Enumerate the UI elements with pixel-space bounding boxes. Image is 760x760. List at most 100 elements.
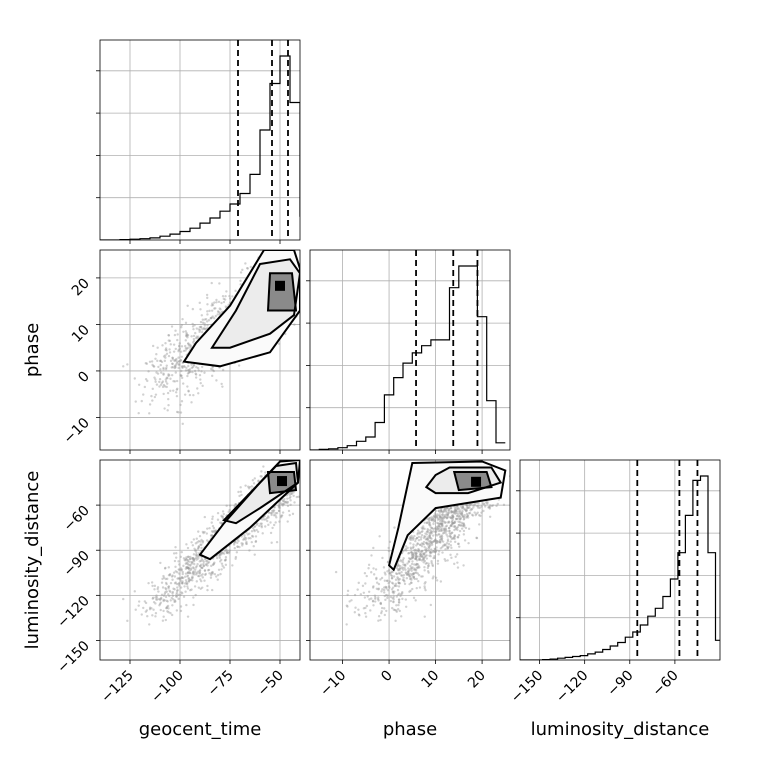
scatter-point [449,511,453,514]
scatter-point [218,282,221,285]
scatter-point [225,290,228,293]
scatter-point [165,376,168,380]
scatter-point [424,554,427,558]
scatter-point [440,510,443,513]
scatter-point [277,504,280,507]
scatter-point [422,558,425,561]
scatter-point [253,529,256,533]
scatter-point [237,539,240,543]
scatter-point [446,547,449,550]
scatter-point [429,541,432,545]
scatter-point [195,537,198,540]
scatter-point [151,614,154,617]
scatter-point [427,542,431,545]
scatter-point [410,569,413,572]
scatter-point [266,515,270,518]
scatter-point [213,301,216,304]
scatter-point [408,577,412,581]
scatter-point [377,615,381,618]
scatter-point [444,559,447,563]
scatter-point [250,540,253,544]
scatter-point [461,513,464,516]
scatter-point [173,364,177,368]
scatter-point [156,587,159,591]
scatter-point [419,558,422,562]
scatter-point [418,557,421,560]
contour-inner [210,258,300,349]
scatter-point [359,593,363,596]
scatter-point [439,515,442,519]
scatter-point [190,557,194,560]
scatter-point [225,551,229,555]
scatter-point [247,487,251,490]
scatter-point [441,540,445,543]
scatter-point [126,363,129,366]
scatter-point [194,556,198,560]
scatter-point [433,512,437,515]
scatter-point [253,553,256,556]
scatter-point [446,516,449,520]
scatter-point [397,585,401,588]
scatter-point [409,542,412,545]
scatter-point [450,556,453,560]
scatter-point [179,579,182,582]
scatter-point [256,522,259,525]
scatter-point [450,514,454,518]
scatter-point [456,535,459,539]
scatter-point [212,369,216,373]
scatter-point [163,567,167,570]
scatter-point [425,541,428,545]
scatter-point [154,612,158,615]
scatter-point [155,596,159,599]
scatter-point [425,541,428,544]
scatter-point [185,543,188,546]
scatter-point [441,522,444,525]
scatter-point [165,606,168,610]
scatter-point [211,302,214,305]
scatter-point [217,568,221,571]
scatter-point [174,365,177,368]
scatter-point [206,310,209,313]
scatter-point [403,566,406,570]
scatter-point [429,530,433,533]
scatter-point [186,374,189,378]
scatter-point [210,564,213,568]
scatter-point [155,594,158,597]
tick-layer [96,70,676,664]
scatter-point [204,563,208,567]
scatter-point [187,371,191,375]
scatter-point [175,363,178,366]
scatter-point [468,503,471,506]
scatter-point [175,595,179,598]
xtick-label: 10 [418,668,442,692]
scatter-point [383,607,386,610]
scatter-point [397,598,401,601]
scatter-point [185,558,188,561]
scatter-point [420,559,424,562]
scatter-point [433,519,437,523]
scatter-point [382,586,386,589]
scatter-point [428,523,432,527]
scatter-point [172,350,176,353]
scatter-point [177,356,180,359]
scatter-point [240,542,243,545]
scatter-point [302,292,304,294]
scatter-point [254,535,258,538]
scatter-point [383,579,387,582]
scatter-point [194,549,197,552]
scatter-point [465,508,468,512]
scatter-point [429,525,432,528]
scatter-point [261,532,264,535]
scatter-point [169,377,172,380]
scatter-point [193,557,196,561]
scatter-point [432,556,435,560]
scatter-point [419,536,423,539]
scatter-point [290,492,294,495]
scatter-point [374,568,378,571]
scatter-point [477,514,481,517]
scatter-point [427,545,430,548]
scatter-point [211,572,214,575]
scatter-point [429,540,432,544]
scatter-point [188,393,192,397]
scatter-point [439,541,442,544]
